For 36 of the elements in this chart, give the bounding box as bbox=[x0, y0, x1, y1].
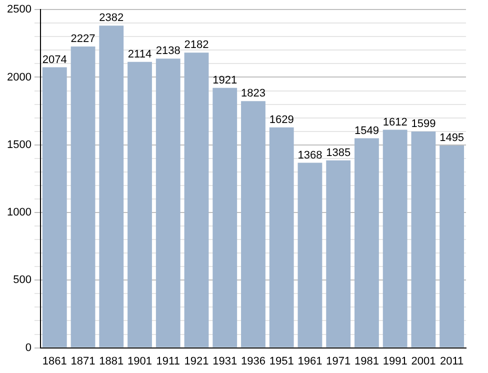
x-tick-label: 2011 bbox=[440, 355, 464, 368]
data-label: 1495 bbox=[440, 132, 464, 144]
y-tick-label: 1000 bbox=[6, 206, 32, 219]
x-tick-label: 1936 bbox=[240, 355, 266, 368]
data-label: 1612 bbox=[382, 116, 408, 128]
x-tick-label: 1921 bbox=[184, 355, 209, 368]
data-label: 2114 bbox=[128, 48, 152, 60]
data-label: 2138 bbox=[156, 45, 180, 58]
data-label: 2074 bbox=[42, 54, 67, 66]
data-label: 1599 bbox=[411, 118, 436, 130]
data-label: 1921 bbox=[212, 74, 238, 86]
x-tick-label: 1991 bbox=[382, 355, 408, 368]
x-tick-label: 1861 bbox=[42, 355, 67, 368]
x-tick-label: 1901 bbox=[128, 355, 152, 368]
data-label: 1549 bbox=[354, 124, 379, 137]
data-label: 2182 bbox=[184, 39, 209, 52]
y-tick-label: 2500 bbox=[6, 4, 32, 16]
x-tick-label: 1971 bbox=[326, 355, 351, 368]
y-tick-label: 1500 bbox=[6, 138, 32, 151]
y-tick-label: 0 bbox=[25, 342, 32, 354]
x-tick-label: 1871 bbox=[70, 355, 96, 368]
data-label: 1629 bbox=[269, 114, 294, 126]
y-tick-label: 500 bbox=[13, 274, 32, 286]
x-tick-label: 2001 bbox=[411, 355, 436, 368]
x-tick-label: 1911 bbox=[156, 355, 180, 368]
x-tick-label: 1981 bbox=[354, 355, 379, 368]
data-label: 2382 bbox=[99, 12, 124, 24]
x-tick-label: 1881 bbox=[99, 355, 124, 368]
data-label: 1368 bbox=[298, 149, 322, 162]
y-tick-label: 2000 bbox=[6, 71, 32, 84]
data-label: 1823 bbox=[240, 88, 266, 100]
data-label: 1385 bbox=[326, 146, 351, 159]
data-label: 2227 bbox=[70, 33, 96, 46]
x-tick-label: 1961 bbox=[298, 355, 322, 368]
x-tick-label: 1951 bbox=[269, 355, 294, 368]
x-tick-label: 1931 bbox=[212, 355, 238, 368]
